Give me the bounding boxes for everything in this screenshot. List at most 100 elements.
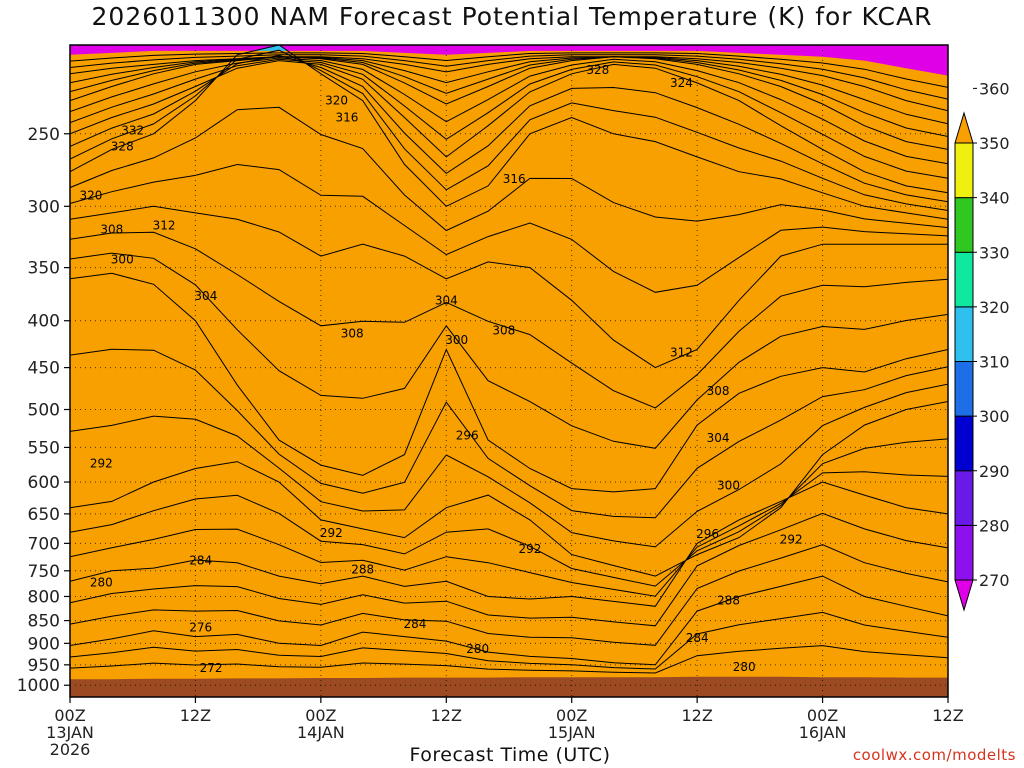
contour-line bbox=[70, 512, 948, 627]
contour-line bbox=[70, 106, 948, 232]
contour-label: 304 bbox=[194, 289, 217, 303]
contour-line bbox=[70, 56, 948, 150]
contour-label: 308 bbox=[492, 324, 515, 338]
contour-line bbox=[70, 56, 948, 112]
fill-band-9 bbox=[70, 50, 948, 697]
contour-label: 300 bbox=[111, 253, 134, 267]
x-tick-label: 00Z bbox=[305, 706, 336, 725]
x-tick-label: 12Z bbox=[431, 706, 462, 725]
colorbar-label: 360 bbox=[979, 79, 1010, 98]
colorbar-swatch bbox=[954, 470, 974, 526]
contour-line bbox=[70, 471, 948, 597]
y-tick-label: 1000 bbox=[17, 676, 60, 696]
contour-line bbox=[70, 52, 948, 88]
colorbar-swatch bbox=[954, 524, 974, 581]
colorbar-label: 280 bbox=[979, 516, 1010, 535]
colorbar-label: 310 bbox=[979, 353, 1010, 372]
y-tick-label: 650 bbox=[28, 505, 60, 525]
contour-line bbox=[70, 205, 948, 369]
contour-line bbox=[70, 575, 948, 666]
contour-label: 316 bbox=[336, 111, 359, 125]
contour-label: 280 bbox=[90, 575, 113, 589]
x-axis-label: Forecast Time (UTC) bbox=[409, 744, 611, 766]
contour-line bbox=[70, 163, 948, 293]
x-tick-sublabel: 16JAN bbox=[799, 723, 847, 742]
colorbar-label: 340 bbox=[979, 189, 1010, 208]
contour-line bbox=[70, 544, 948, 646]
contour-line bbox=[70, 252, 948, 449]
contour-label: 284 bbox=[189, 554, 212, 568]
contour-label: 292 bbox=[780, 532, 803, 546]
contour-line bbox=[70, 56, 948, 138]
x-tick-label: 00Z bbox=[556, 706, 587, 725]
contour-line bbox=[70, 645, 948, 674]
contour-label: 320 bbox=[79, 189, 102, 203]
x-tick-label: 00Z bbox=[807, 706, 838, 725]
y-tick-label: 700 bbox=[28, 534, 60, 554]
contour-line bbox=[70, 56, 948, 125]
contour-label: 332 bbox=[121, 124, 144, 138]
y-tick-label: 750 bbox=[28, 562, 60, 582]
contour-line bbox=[70, 481, 948, 607]
contour-label: 292 bbox=[90, 457, 113, 471]
contour-label: 312 bbox=[153, 219, 176, 233]
contour-label: 280 bbox=[466, 642, 489, 656]
contour-line bbox=[70, 49, 948, 211]
contour-label: 276 bbox=[189, 621, 212, 635]
y-tick-label: 900 bbox=[28, 634, 60, 654]
contour-label: 328 bbox=[111, 139, 134, 153]
y-tick-label: 300 bbox=[28, 197, 60, 217]
y-tick-label: 250 bbox=[28, 125, 60, 145]
colorbar-label: 320 bbox=[979, 298, 1010, 317]
contour-label: 308 bbox=[341, 326, 364, 340]
x-tick-label: 12Z bbox=[180, 706, 211, 725]
colorbar-label: 330 bbox=[979, 243, 1010, 262]
contour-line bbox=[70, 58, 948, 179]
contour-line bbox=[70, 57, 948, 165]
colorbar-label: 300 bbox=[979, 407, 1010, 426]
contour-label: 296 bbox=[696, 527, 719, 541]
colorbar-min-arrow bbox=[954, 579, 974, 612]
contour-label: 284 bbox=[403, 617, 426, 631]
contour-label: 284 bbox=[686, 631, 709, 645]
chart-title: 2026011300 NAM Forecast Potential Temper… bbox=[91, 2, 933, 31]
y-tick-label: 350 bbox=[28, 259, 60, 279]
colorbar-label: 350 bbox=[979, 134, 1010, 153]
contour-label: 304 bbox=[435, 293, 458, 307]
colorbar-swatch bbox=[954, 142, 974, 199]
contour-line bbox=[70, 611, 948, 670]
y-tick-label: 950 bbox=[28, 656, 60, 676]
contour-label: 288 bbox=[351, 563, 374, 577]
contour-line bbox=[70, 54, 948, 100]
contour-label: 300 bbox=[445, 333, 468, 347]
x-tick-label: 12Z bbox=[932, 706, 963, 725]
x-tick-sublabel2: 2026 bbox=[50, 740, 91, 759]
y-tick-label: 850 bbox=[28, 612, 60, 632]
contour-label: 324 bbox=[670, 76, 693, 90]
plot-frame bbox=[69, 44, 949, 698]
contour-line bbox=[70, 383, 948, 548]
contour-line bbox=[70, 272, 948, 493]
colorbar-swatch bbox=[954, 251, 974, 308]
contour-line bbox=[70, 60, 948, 194]
y-tick-label: 600 bbox=[28, 473, 60, 493]
contour-label: 296 bbox=[456, 429, 479, 443]
y-tick-label: 450 bbox=[28, 359, 60, 379]
terrain bbox=[70, 676, 948, 697]
contour-label: 312 bbox=[670, 345, 693, 359]
x-tick-sublabel: 13JAN bbox=[46, 723, 94, 742]
contour-label: 288 bbox=[717, 593, 740, 607]
colorbar-swatch bbox=[954, 361, 974, 417]
contour-line bbox=[70, 231, 948, 409]
contour-line bbox=[70, 348, 948, 519]
x-tick-sublabel: 15JAN bbox=[548, 723, 596, 742]
x-tick-sublabel: 14JAN bbox=[297, 723, 345, 742]
contour-label: 320 bbox=[325, 94, 348, 108]
x-tick-label: 00Z bbox=[54, 706, 85, 725]
contour-line bbox=[70, 438, 948, 587]
contour-line bbox=[70, 400, 948, 577]
contour-label: 308 bbox=[100, 222, 123, 236]
x-tick-label: 12Z bbox=[681, 706, 712, 725]
